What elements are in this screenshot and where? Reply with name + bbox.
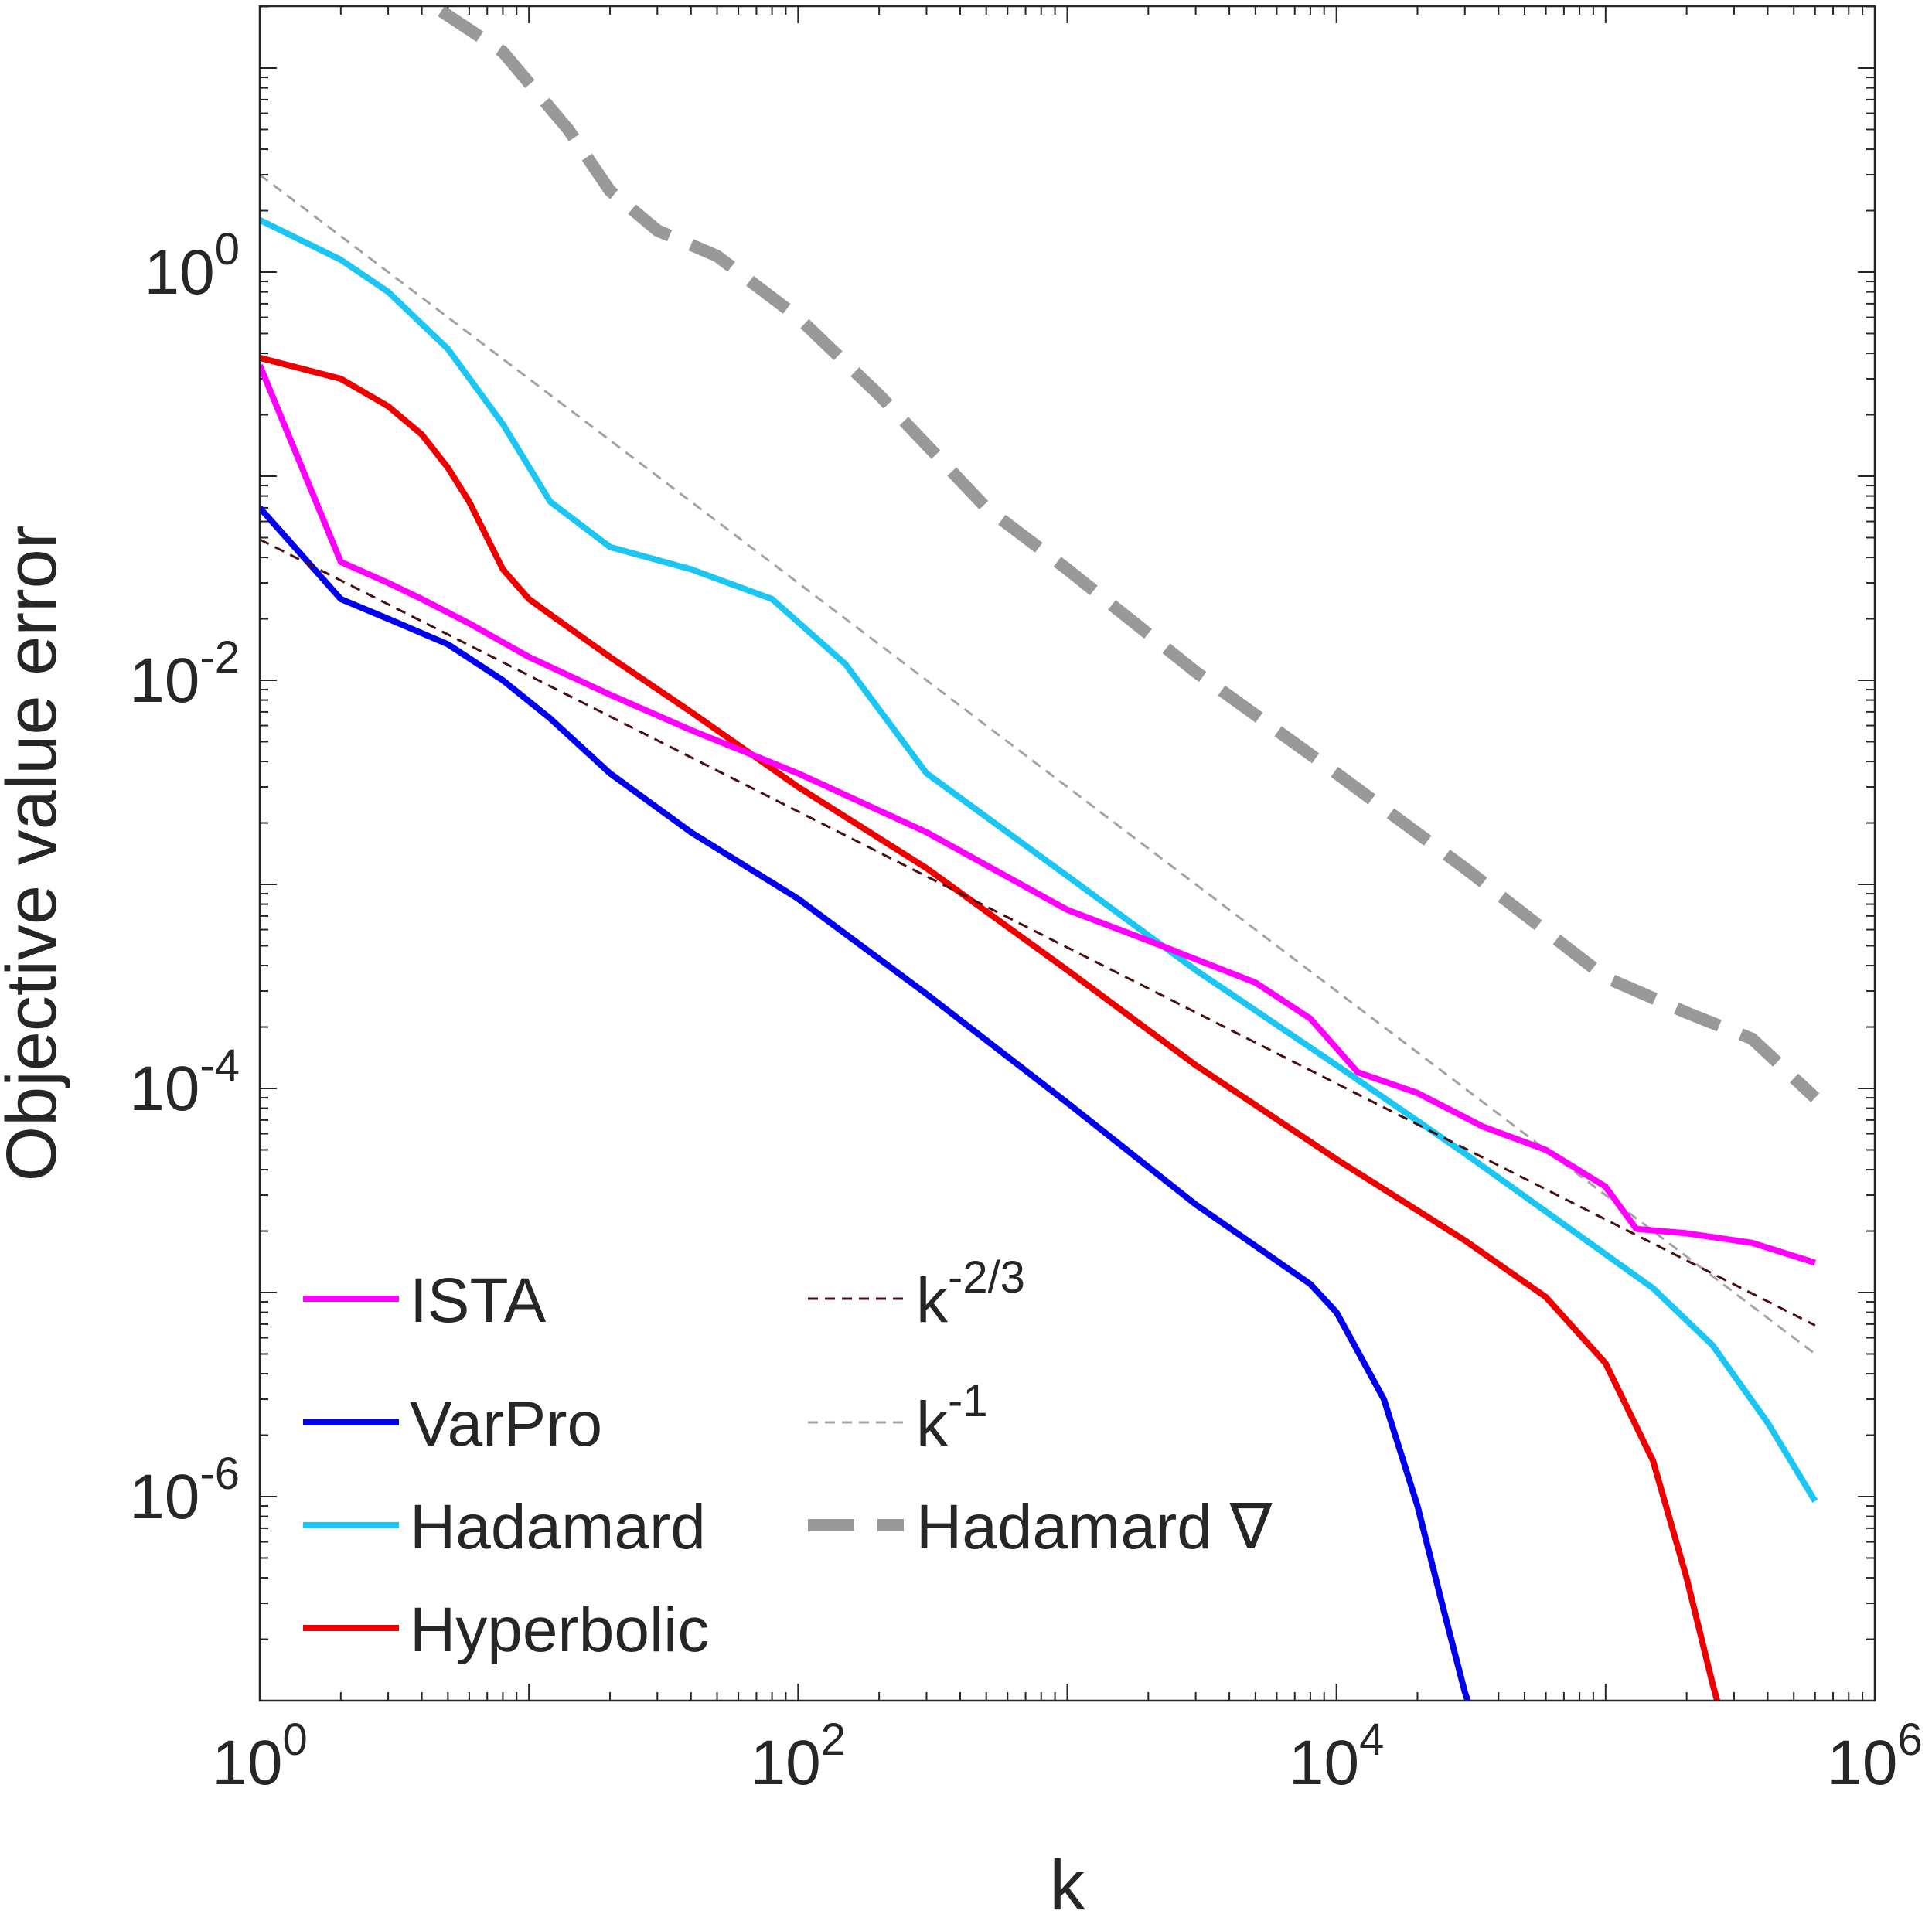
x-tick-base: 10 xyxy=(1289,1728,1359,1798)
y-tick-label: 10-6 xyxy=(129,1449,240,1532)
legend-label: ISTA xyxy=(410,1265,546,1336)
series-line-hadamard xyxy=(260,217,1818,1503)
series-line-hadamard- xyxy=(422,6,1820,1102)
y-tick-label: 10-4 xyxy=(129,1041,240,1124)
legend-label: Hadamard ∇ xyxy=(916,1492,1273,1562)
legend-text: VarPro xyxy=(410,1389,602,1459)
series-line-ista xyxy=(260,363,1816,1266)
legend-label: Hadamard xyxy=(410,1492,706,1562)
x-tick-exponent: 0 xyxy=(282,1715,307,1765)
x-tick-label: 102 xyxy=(751,1715,846,1798)
legend-superscript: -1 xyxy=(948,1376,988,1426)
y-tick-exponent: -4 xyxy=(199,1041,240,1091)
y-tick-base: 10 xyxy=(129,1054,199,1124)
y-tick-exponent: 0 xyxy=(215,224,240,274)
y-tick-exponent: -2 xyxy=(199,632,240,683)
legend-label: VarPro xyxy=(410,1389,602,1459)
series-line-hyperbolic xyxy=(260,355,1721,1701)
x-tick-label: 100 xyxy=(212,1715,307,1798)
series-line-varpro xyxy=(260,506,1471,1701)
x-tick-exponent: 2 xyxy=(821,1715,846,1765)
legend-label: k-2/3 xyxy=(916,1252,1025,1336)
y-axis-label: Objective value error xyxy=(0,526,71,1182)
plot-area xyxy=(260,6,1875,1701)
legend-text: ISTA xyxy=(410,1265,546,1336)
legend-text: k xyxy=(916,1265,949,1336)
legend-text: Hyperbolic xyxy=(410,1595,709,1665)
x-tick-label: 104 xyxy=(1289,1715,1384,1798)
legend-label: k-1 xyxy=(916,1376,988,1459)
legend-superscript: -2/3 xyxy=(948,1252,1025,1303)
legend-text: k xyxy=(916,1389,949,1459)
y-tick-label: 100 xyxy=(145,224,240,308)
legend-text: Hadamard xyxy=(410,1492,706,1562)
y-tick-base: 10 xyxy=(145,237,215,308)
y-tick-base: 10 xyxy=(129,645,199,716)
x-tick-exponent: 6 xyxy=(1897,1715,1922,1765)
legend-text: Hadamard ∇ xyxy=(916,1492,1273,1562)
legend-label: Hyperbolic xyxy=(410,1595,709,1665)
plot-frame xyxy=(258,5,1876,1702)
x-tick-base: 10 xyxy=(751,1728,821,1798)
y-tick-base: 10 xyxy=(129,1462,199,1532)
series-line-k-2-3 xyxy=(260,538,1816,1327)
x-axis-label: k xyxy=(1050,1846,1086,1921)
y-tick-label: 10-2 xyxy=(129,632,240,716)
series-line-k-1 xyxy=(260,173,1816,1355)
x-tick-base: 10 xyxy=(212,1728,282,1798)
x-tick-exponent: 4 xyxy=(1359,1715,1384,1765)
x-tick-base: 10 xyxy=(1827,1728,1897,1798)
x-tick-label: 106 xyxy=(1827,1715,1922,1798)
y-tick-exponent: -6 xyxy=(199,1449,240,1499)
